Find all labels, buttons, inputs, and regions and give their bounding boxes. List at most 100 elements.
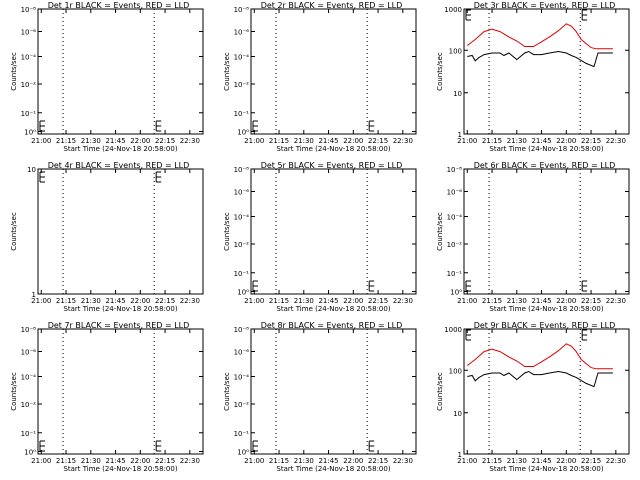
x-tick-label: 21:45	[318, 137, 338, 145]
x-tick-label: 21:00	[244, 457, 264, 465]
y-tick-label: 10⁻⁶	[447, 189, 463, 197]
y-axis-label: Counts/sec	[10, 52, 18, 91]
x-tick-label: 21:15	[56, 457, 76, 465]
x-tick-label: 21:00	[457, 297, 477, 305]
y-tick-label: 10⁻¹	[234, 270, 250, 278]
error-bar-marker	[465, 9, 471, 21]
y-tick-label: 10⁻¹	[21, 430, 37, 438]
panel-title: Det 4r BLACK = Events, RED = LLD	[48, 161, 190, 170]
error-bar-marker	[39, 171, 45, 183]
error-bar-marker	[368, 120, 375, 132]
x-tick-label: 21:45	[318, 457, 338, 465]
x-tick-label: 21:15	[269, 457, 289, 465]
x-tick-label: 22:30	[606, 297, 626, 305]
y-tick-label: 10⁻⁸	[447, 166, 463, 174]
y-tick-label: 1	[458, 131, 462, 139]
x-axis-label: Start Time (24-Nov-18 20:58:00)	[63, 305, 177, 313]
x-tick-label: 22:15	[581, 137, 601, 145]
y-tick-label: 10⁻²	[21, 81, 37, 89]
x-axis-label: Start Time (24-Nov-18 20:58:00)	[489, 145, 603, 153]
y-tick-label: 10⁰	[237, 129, 249, 137]
panel-det-6: Det 6r BLACK = Events, RED = LLD 21:00 21:…	[436, 161, 630, 313]
y-tick-label: 100	[449, 367, 462, 375]
x-tick-label: 22:00	[130, 137, 150, 145]
series-events-line	[467, 370, 613, 388]
y-tick-label: 10⁻⁴	[234, 54, 250, 62]
x-tick-label: 22:15	[368, 137, 388, 145]
x-tick-label: 22:30	[180, 457, 200, 465]
panel-title: Det 5r BLACK = Events, RED = LLD	[261, 161, 403, 170]
x-tick-label: 22:00	[343, 137, 363, 145]
error-bar-marker	[155, 171, 162, 183]
x-tick-label: 21:45	[318, 297, 338, 305]
x-tick-label: 22:00	[343, 457, 363, 465]
y-axis-label: Counts/sec	[223, 212, 231, 251]
x-tick-label: 21:30	[294, 297, 314, 305]
error-bar-marker	[155, 440, 162, 452]
x-tick-label: 22:15	[155, 297, 175, 305]
plot-frame	[37, 328, 204, 455]
x-tick-label: 21:15	[56, 297, 76, 305]
y-tick-label: 10⁰	[237, 449, 249, 457]
x-tick-label: 22:30	[180, 137, 200, 145]
x-tick-label: 21:45	[105, 297, 125, 305]
x-tick-label: 22:00	[343, 297, 363, 305]
error-bar-marker	[368, 280, 375, 292]
panel-det-3: Det 3r BLACK = Events, RED = LLD 21:00 21:…	[436, 1, 630, 153]
error-bar-marker	[581, 9, 588, 21]
error-bar-marker	[465, 329, 471, 341]
x-tick-label: 22:00	[556, 137, 576, 145]
x-tick-label: 22:15	[155, 457, 175, 465]
y-axis-label: Counts/sec	[436, 212, 444, 251]
x-tick-label: 22:15	[581, 457, 601, 465]
x-axis-label: Start Time (24-Nov-18 20:58:00)	[276, 145, 390, 153]
x-tick-label: 22:30	[393, 137, 413, 145]
error-bar-marker	[252, 120, 258, 132]
x-tick-label: 21:30	[507, 137, 527, 145]
y-tick-label: 10⁻⁸	[234, 326, 250, 334]
y-tick-label: 10⁻⁸	[234, 166, 250, 174]
x-tick-label: 22:15	[368, 457, 388, 465]
x-tick-label: 21:00	[31, 457, 51, 465]
y-tick-label: 10⁰	[237, 289, 249, 297]
x-tick-label: 22:30	[606, 137, 626, 145]
panel-title: Det 2r BLACK = Events, RED = LLD	[261, 1, 403, 10]
x-tick-label: 21:00	[244, 137, 264, 145]
y-axis-label: Counts/sec	[223, 372, 231, 411]
panel-title: Det 7r BLACK = Events, RED = LLD	[48, 321, 190, 330]
x-axis-label: Start Time (24-Nov-18 20:58:00)	[489, 305, 603, 313]
x-axis-label: Start Time (24-Nov-18 20:58:00)	[276, 465, 390, 473]
y-tick-label: 10⁻⁸	[21, 326, 37, 334]
y-tick-label: 10⁻⁴	[21, 54, 37, 62]
plot-frame	[37, 168, 204, 295]
series-lld-line	[466, 23, 613, 50]
x-axis-label: Start Time (24-Nov-18 20:58:00)	[489, 465, 603, 473]
y-tick-label: 10	[453, 90, 462, 98]
y-tick-label: 10⁻⁸	[234, 6, 250, 14]
y-tick-label: 1	[32, 291, 36, 299]
y-tick-label: 10	[27, 166, 36, 174]
panel-det-1: Det 1r BLACK = Events, RED = LLD 21:00 21:…	[10, 1, 204, 153]
y-tick-label: 10⁻⁴	[234, 374, 250, 382]
y-tick-label: 10⁻²	[447, 241, 463, 249]
x-tick-label: 21:00	[457, 137, 477, 145]
x-tick-label: 21:15	[269, 297, 289, 305]
x-tick-label: 22:00	[130, 457, 150, 465]
panel-det-4: Det 4r BLACK = Events, RED = LLD 21:00 21:…	[10, 161, 204, 313]
x-tick-label: 21:45	[531, 137, 551, 145]
y-axis-label: Counts/sec	[436, 52, 444, 91]
plot-frame	[463, 328, 630, 455]
y-tick-label: 10⁻¹	[21, 110, 37, 118]
x-tick-label: 21:30	[81, 137, 101, 145]
y-tick-label: 10	[453, 410, 462, 418]
x-tick-label: 22:15	[368, 297, 388, 305]
y-tick-label: 10⁻²	[234, 81, 250, 89]
y-tick-label: 10⁻⁴	[234, 214, 250, 222]
x-axis-label: Start Time (24-Nov-18 20:58:00)	[63, 465, 177, 473]
panel-det-7: Det 7r BLACK = Events, RED = LLD 21:00 21:…	[10, 321, 204, 473]
error-bar-marker	[581, 329, 588, 341]
x-tick-label: 22:00	[556, 457, 576, 465]
y-tick-label: 10⁻¹	[234, 110, 250, 118]
x-tick-label: 21:00	[457, 457, 477, 465]
